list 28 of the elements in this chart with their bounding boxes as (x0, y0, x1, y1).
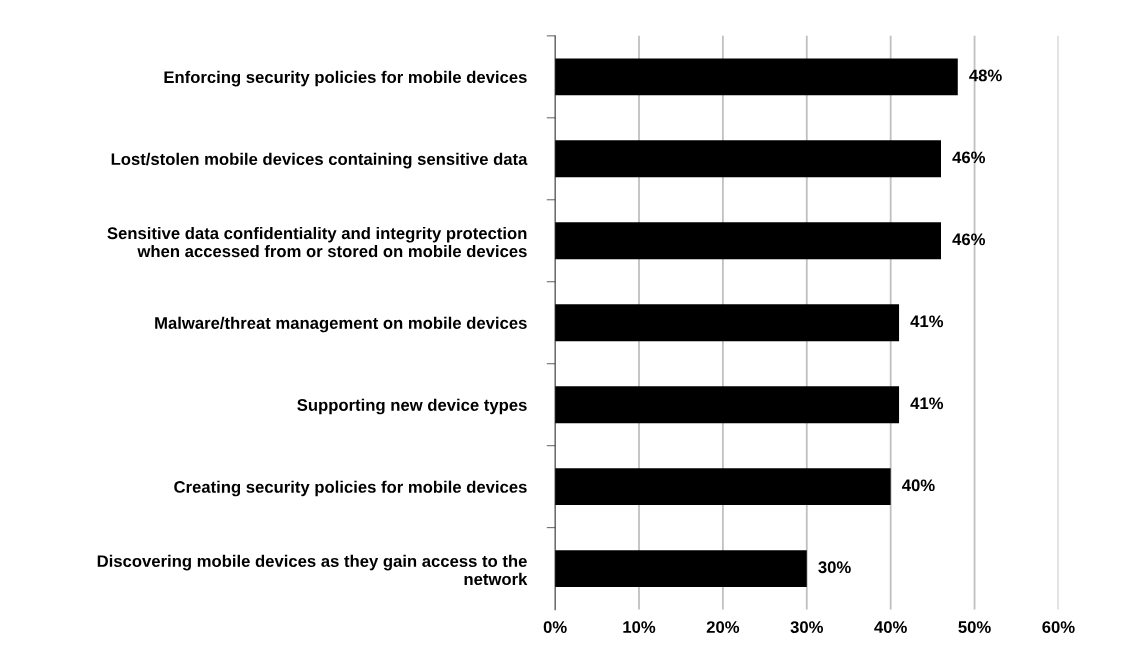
data-label: 41% (910, 397, 944, 410)
bar (555, 304, 900, 342)
y-tick-label: Supporting new device types (297, 398, 527, 415)
x-tick-label: 60% (1042, 621, 1075, 633)
bar (555, 222, 941, 260)
data-label: 40% (902, 479, 935, 492)
data-label: 30% (818, 561, 851, 574)
x-tick-label: 30% (790, 621, 824, 633)
y-tick-label: Creating security policies for mobile devices (174, 480, 527, 497)
data-label: 41% (910, 315, 944, 328)
x-tick-label: 0% (543, 621, 567, 633)
data-label: 46% (952, 151, 986, 164)
data-label: 48% (969, 69, 1002, 82)
bar (555, 140, 941, 178)
y-tick-label: Enforcing security policies for mobile devices (164, 70, 527, 87)
y-tick-label: Discovering mobile devices as they gain access to the network (97, 554, 528, 586)
y-tick-label: Sensitive data confidentiality and integrity protection when accessed from or stored on mobile devices (107, 226, 527, 258)
bar (555, 550, 807, 588)
y-tick-label: Lost/stolen mobile devices containing sensitive data (111, 152, 528, 169)
bar (555, 58, 958, 96)
bar (555, 468, 891, 506)
x-tick-label: 10% (623, 621, 656, 633)
data-label: 46% (952, 233, 986, 246)
x-tick-label: 20% (706, 621, 740, 633)
x-tick-label: 50% (958, 621, 991, 633)
x-tick-label: 40% (874, 621, 907, 633)
y-tick-label: Malware/threat management on mobile devices (155, 316, 527, 333)
bar (555, 386, 900, 424)
